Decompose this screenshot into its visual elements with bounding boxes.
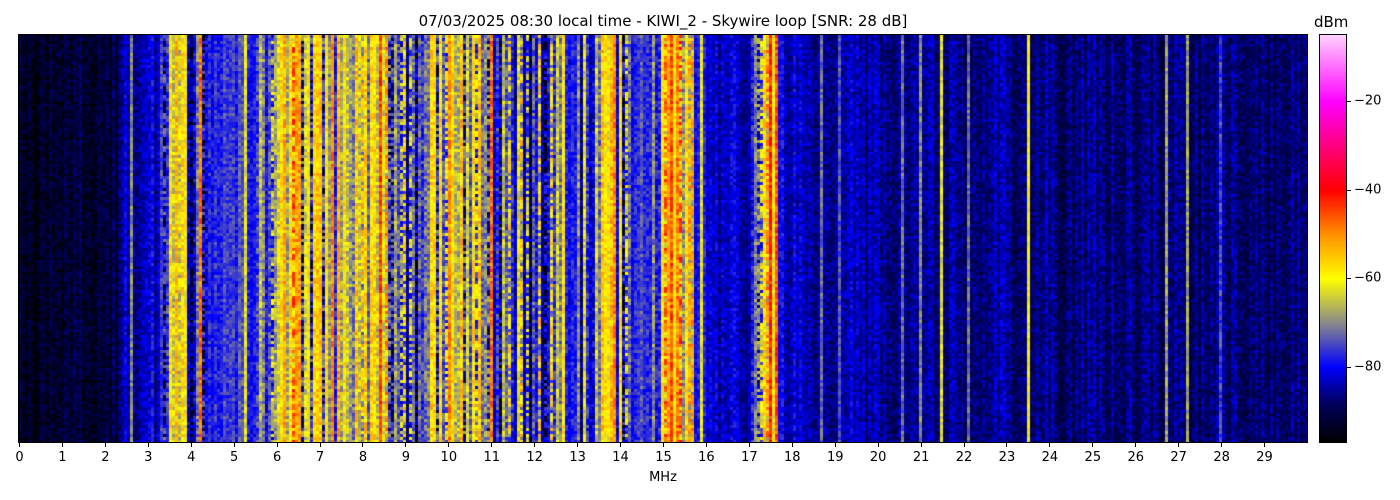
x-tick-mark bbox=[620, 442, 622, 447]
x-tick-label: 26 bbox=[1127, 450, 1145, 465]
x-tick-mark bbox=[577, 442, 579, 447]
x-tick-mark bbox=[791, 442, 793, 447]
x-tick-mark bbox=[319, 442, 321, 447]
x-tick-label: 28 bbox=[1213, 450, 1230, 465]
x-tick-mark bbox=[705, 442, 707, 447]
x-tick-label: 23 bbox=[998, 450, 1016, 465]
colorbar-tick-label: −60 bbox=[1354, 270, 1382, 286]
x-tick-label: 3 bbox=[144, 450, 153, 465]
x-tick-mark bbox=[104, 442, 106, 447]
x-tick-mark bbox=[61, 442, 63, 447]
colorbar-tick-label: −80 bbox=[1354, 359, 1382, 375]
x-tick-label: 4 bbox=[187, 450, 196, 465]
x-tick-mark bbox=[147, 442, 149, 447]
x-tick-mark bbox=[448, 442, 450, 447]
x-tick-mark bbox=[963, 442, 965, 447]
x-tick-mark bbox=[362, 442, 364, 447]
x-tick-mark bbox=[190, 442, 192, 447]
x-tick-mark bbox=[663, 442, 664, 447]
x-tick-label: 0 bbox=[15, 450, 24, 465]
x-tick-mark bbox=[920, 442, 922, 447]
x-tick-label: 19 bbox=[826, 450, 844, 465]
x-tick-label: 18 bbox=[784, 450, 801, 465]
colorbar-tick-mark bbox=[1346, 101, 1351, 103]
x-tick-label: 1 bbox=[58, 450, 67, 465]
x-tick-mark bbox=[19, 442, 20, 447]
chart-title: 07/03/2025 08:30 local time - KIWI_2 - S… bbox=[418, 12, 908, 30]
colorbar-tick-mark bbox=[1346, 278, 1351, 280]
x-tick-mark bbox=[405, 442, 407, 447]
waterfall-heatmap bbox=[18, 34, 1308, 443]
x-tick-mark bbox=[1049, 442, 1051, 447]
x-tick-mark bbox=[1221, 442, 1223, 447]
x-tick-label: 10 bbox=[440, 450, 458, 465]
x-tick-label: 21 bbox=[912, 450, 930, 465]
x-tick-label: 8 bbox=[358, 450, 368, 465]
x-tick-label: 6 bbox=[272, 450, 282, 465]
x-tick-label: 12 bbox=[526, 450, 543, 465]
x-tick-mark bbox=[1178, 442, 1180, 447]
x-tick-mark bbox=[1006, 442, 1008, 447]
x-tick-label: 5 bbox=[230, 450, 239, 465]
x-tick-mark bbox=[276, 442, 278, 447]
colorbar-label: dBm bbox=[1314, 13, 1349, 31]
x-tick-mark bbox=[834, 442, 836, 447]
x-tick-label: 27 bbox=[1170, 450, 1187, 465]
x-tick-label: 2 bbox=[101, 450, 110, 465]
x-tick-label: 24 bbox=[1041, 450, 1059, 465]
x-tick-label: 16 bbox=[698, 450, 715, 465]
x-tick-label: 14 bbox=[612, 450, 629, 465]
x-tick-mark bbox=[491, 442, 493, 447]
colorbar-tick-label: −20 bbox=[1354, 93, 1382, 109]
x-tick-label: 13 bbox=[569, 450, 586, 465]
x-tick-label: 29 bbox=[1256, 450, 1273, 465]
x-tick-label: 7 bbox=[315, 450, 325, 465]
colorbar bbox=[1319, 34, 1347, 443]
x-tick-label: 9 bbox=[401, 450, 411, 465]
x-tick-mark bbox=[1135, 442, 1137, 447]
x-tick-mark bbox=[1264, 442, 1266, 447]
x-tick-mark bbox=[877, 442, 879, 447]
x-tick-mark bbox=[748, 442, 750, 447]
x-tick-mark bbox=[233, 442, 235, 447]
x-tick-label: 22 bbox=[955, 450, 973, 465]
colorbar-tick-mark bbox=[1346, 189, 1351, 191]
x-axis-label: MHz bbox=[649, 470, 677, 485]
colorbar-tick-label: −40 bbox=[1354, 182, 1382, 198]
x-tick-mark bbox=[534, 442, 536, 447]
x-tick-label: 20 bbox=[869, 450, 887, 465]
x-tick-label: 25 bbox=[1084, 450, 1102, 465]
x-tick-label: 15 bbox=[655, 450, 672, 465]
x-tick-label: 11 bbox=[483, 450, 501, 465]
x-tick-label: 17 bbox=[741, 450, 758, 465]
x-tick-mark bbox=[1092, 442, 1094, 447]
colorbar-tick-mark bbox=[1346, 366, 1351, 368]
